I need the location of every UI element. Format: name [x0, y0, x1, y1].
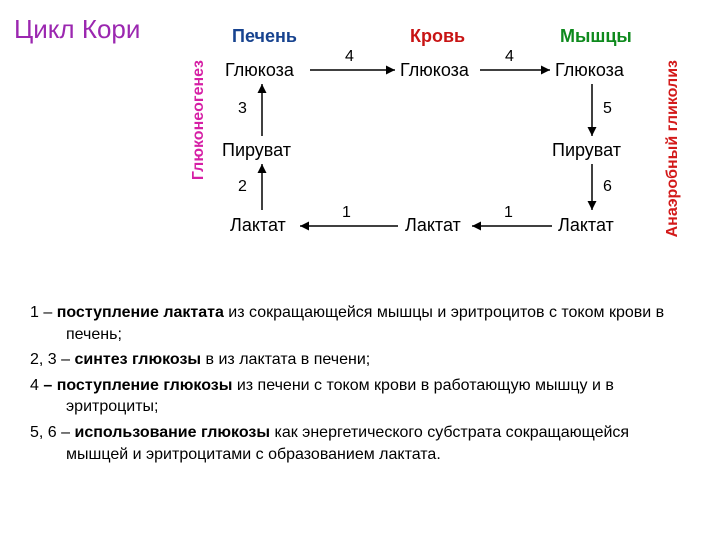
node-pyruvate-liver: Пируват: [222, 140, 291, 161]
header-blood: Кровь: [410, 26, 465, 47]
legend-item-3: 4 – поступление глюкозы из печени с токо…: [30, 375, 690, 418]
arrow-label-a2: 2: [238, 178, 247, 196]
node-lactate-muscle: Лактат: [558, 215, 614, 236]
legend: 1 – поступление лактата из сокращающейся…: [30, 302, 690, 469]
arrow-label-a4b: 4: [505, 48, 514, 66]
node-glucose-muscle: Глюкоза: [555, 60, 624, 81]
arrow-label-a5: 5: [603, 100, 612, 118]
node-lactate-blood: Лактат: [405, 215, 461, 236]
node-lactate-liver: Лактат: [230, 215, 286, 236]
arrow-label-a3: 3: [238, 100, 247, 118]
header-liver: Печень: [232, 26, 297, 47]
header-muscle: Мышцы: [560, 26, 632, 47]
arrow-label-a1b: 1: [504, 204, 513, 222]
node-glucose-liver: Глюкоза: [225, 60, 294, 81]
arrow-label-a6: 6: [603, 178, 612, 196]
page-title: Цикл Кори: [14, 14, 140, 45]
arrow-label-a1a: 1: [342, 204, 351, 222]
node-pyruvate-muscle: Пируват: [552, 140, 621, 161]
legend-item-1: 1 – поступление лактата из сокращающейся…: [30, 302, 690, 345]
label-gluconeogenesis: Глюконеогенез: [190, 60, 208, 180]
node-glucose-blood: Глюкоза: [400, 60, 469, 81]
legend-item-2: 2, 3 – синтез глюкозы в из лактата в печ…: [30, 349, 690, 371]
arrow-label-a4a: 4: [345, 48, 354, 66]
legend-item-4: 5, 6 – использование глюкозы как энергет…: [30, 422, 690, 465]
label-anaerobic-glycolysis: Анаэробный гликолиз: [664, 60, 682, 237]
